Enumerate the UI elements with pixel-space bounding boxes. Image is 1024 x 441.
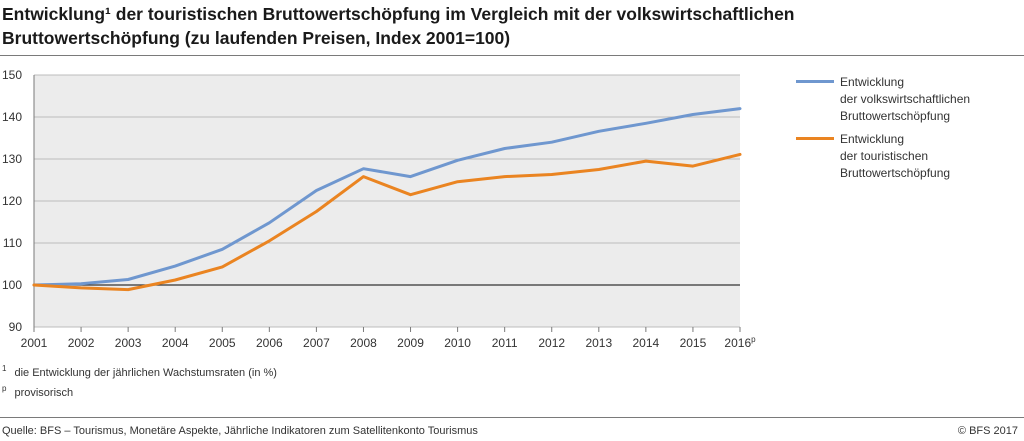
- y-tick-label-90: 90: [9, 320, 23, 334]
- series-line-national: [32, 107, 742, 287]
- x-tick-label-2013: 2013: [585, 336, 612, 350]
- x-tick-label-2009: 2009: [397, 336, 424, 350]
- legend-label-national: Entwicklung der volkswirtschaftlichen Br…: [840, 75, 971, 123]
- x-tick-label-2008: 2008: [350, 336, 377, 350]
- legend-swatch-national: [796, 80, 834, 83]
- y-tick-label-150: 150: [2, 68, 22, 82]
- title-divider: [0, 55, 1024, 56]
- footnote-p: p provisorisch: [2, 384, 74, 399]
- x-tick-label-2012: 2012: [538, 336, 565, 350]
- legend-label-tourism: Entwicklung der touristischen Bruttowert…: [840, 132, 951, 180]
- footnote-1-mark: 1: [2, 364, 7, 373]
- footnote-p-text: provisorisch: [14, 387, 74, 399]
- x-tick-label-2016: 2016p: [724, 335, 756, 350]
- y-tick-label-130: 130: [2, 152, 22, 166]
- x-tick-label-2002: 2002: [68, 336, 95, 350]
- footnote-1: 1 die Entwicklung der jährlichen Wachstum…: [2, 364, 277, 379]
- y-tick-label-100: 100: [2, 278, 22, 292]
- x-tick-label-2006: 2006: [256, 336, 283, 350]
- x-tick-label-2015: 2015: [680, 336, 707, 350]
- x-tick-label-2010: 2010: [444, 336, 471, 350]
- y-tick-label-120: 120: [2, 194, 22, 208]
- chart-title-line-1: Entwicklung¹ der touristischen Bruttower…: [2, 4, 795, 24]
- legend-swatch-tourism: [796, 137, 834, 140]
- footnote-1-text: die Entwicklung der jährlichen Wachstums…: [14, 367, 277, 379]
- x-tick-label-2011: 2011: [492, 336, 518, 350]
- source-divider: [0, 417, 1024, 418]
- x-tick-label-2005: 2005: [209, 336, 236, 350]
- footnote-p-mark: p: [2, 384, 7, 393]
- x-tick-label-2014: 2014: [633, 336, 660, 350]
- chart-title-line-2: Bruttowertschöpfung (zu laufenden Preise…: [2, 28, 511, 48]
- copyright-text: © BFS 2017: [957, 425, 1018, 437]
- x-tick-label-2001: 2001: [21, 336, 48, 350]
- series-line-tourism: [32, 152, 742, 292]
- x-tick-label-2003: 2003: [115, 336, 142, 350]
- y-tick-label-110: 110: [3, 236, 22, 250]
- source-text: Quelle: BFS – Tourismus, Monetäre Aspekt…: [2, 425, 478, 437]
- chart-title: Entwicklung¹ der touristischen Bruttower…: [2, 2, 1012, 50]
- x-tick-label-2007: 2007: [303, 336, 330, 350]
- x-tick-label-2004: 2004: [162, 336, 189, 350]
- y-tick-label-140: 140: [2, 110, 22, 124]
